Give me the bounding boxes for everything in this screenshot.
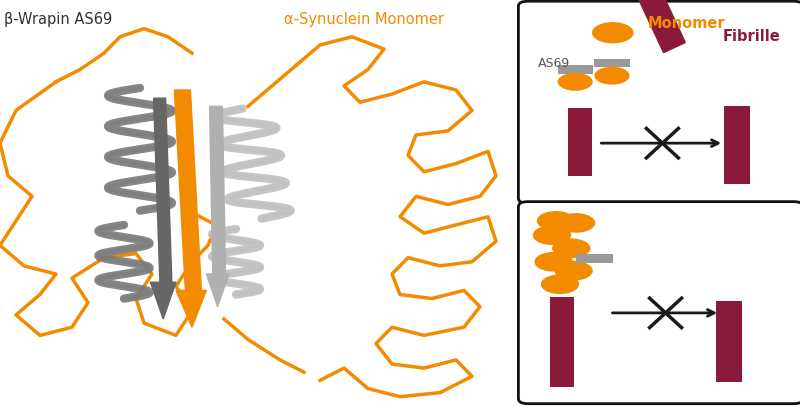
Circle shape bbox=[534, 252, 573, 272]
FancyBboxPatch shape bbox=[518, 202, 800, 404]
Circle shape bbox=[552, 238, 590, 258]
Text: Fibrille: Fibrille bbox=[722, 29, 780, 44]
Circle shape bbox=[557, 213, 595, 233]
Polygon shape bbox=[150, 282, 176, 319]
Text: β-Wrapin AS69: β-Wrapin AS69 bbox=[4, 12, 112, 27]
Circle shape bbox=[594, 67, 630, 85]
Bar bbox=[634, 0, 686, 53]
FancyBboxPatch shape bbox=[518, 1, 800, 203]
Polygon shape bbox=[154, 98, 172, 286]
Polygon shape bbox=[206, 274, 229, 307]
Polygon shape bbox=[210, 106, 226, 278]
Polygon shape bbox=[176, 290, 206, 327]
Bar bbox=[568, 108, 592, 176]
Circle shape bbox=[558, 73, 593, 91]
Circle shape bbox=[533, 225, 571, 245]
Bar bbox=[576, 254, 613, 263]
Bar bbox=[550, 297, 574, 387]
Text: AS69: AS69 bbox=[538, 57, 570, 70]
Bar bbox=[716, 301, 742, 382]
Bar bbox=[724, 106, 750, 184]
Circle shape bbox=[554, 261, 593, 281]
Circle shape bbox=[541, 274, 579, 294]
Circle shape bbox=[537, 211, 575, 231]
Bar bbox=[594, 59, 630, 67]
Text: Monomer: Monomer bbox=[648, 16, 726, 31]
Circle shape bbox=[592, 22, 634, 43]
Bar bbox=[558, 65, 593, 74]
Polygon shape bbox=[174, 90, 202, 294]
Text: α-Synuclein Monomer: α-Synuclein Monomer bbox=[284, 12, 444, 27]
